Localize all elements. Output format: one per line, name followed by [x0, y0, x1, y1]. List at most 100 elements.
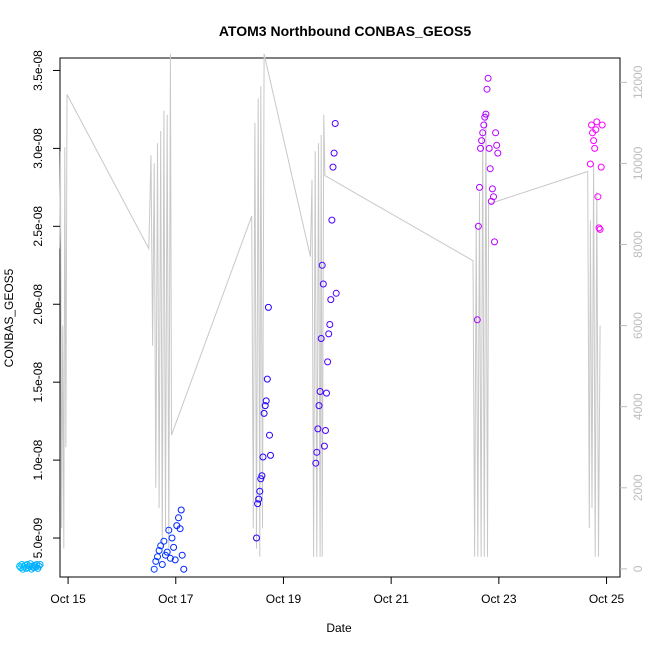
y-tick-label: 1.0e-08	[31, 439, 45, 480]
data-point	[178, 551, 186, 559]
data-point	[263, 375, 271, 383]
y2-tick-label: 10000	[631, 146, 645, 180]
y-tick-label: 2.5e-08	[31, 206, 45, 247]
data-point	[264, 303, 272, 311]
data-point	[170, 543, 178, 551]
x-tick-label: Oct 21	[373, 592, 409, 606]
data-point	[323, 389, 330, 397]
data-point	[253, 534, 260, 542]
data-point	[324, 358, 332, 366]
y-axis-left: 5.0e-09 1.0e-08 1.5e-08 2.0e-08 2.5e-08 3.0e-…	[31, 50, 60, 558]
y-tick-label: 1.5e-08	[31, 362, 45, 403]
data-point	[591, 144, 599, 152]
data-point	[493, 141, 501, 149]
x-tick-label: Oct 19	[266, 592, 302, 606]
data-point	[331, 120, 339, 127]
data-point	[155, 547, 163, 554]
x-axis: Oct 15 Oct 17 Oct 19 Oct 21 Oct 23 Oct 25	[50, 576, 625, 606]
data-point	[319, 280, 327, 288]
data-points-layer	[16, 74, 606, 573]
data-point	[329, 163, 337, 171]
data-point	[327, 296, 335, 304]
x-tick-label: Oct 15	[50, 592, 86, 606]
x-tick-label: Oct 23	[481, 592, 517, 606]
data-point	[474, 222, 482, 230]
data-point	[163, 548, 171, 556]
data-point	[485, 144, 493, 152]
data-point	[313, 448, 321, 456]
data-point	[592, 126, 600, 134]
point-series-4	[473, 74, 502, 324]
y-tick-label: 5.0e-09	[31, 517, 45, 558]
data-point	[322, 427, 329, 434]
data-point	[262, 397, 270, 405]
data-point	[36, 561, 44, 568]
point-series-1	[150, 506, 188, 573]
y-tick-label: 3.5e-08	[31, 50, 45, 91]
data-point	[257, 475, 265, 483]
data-point	[491, 238, 498, 246]
data-point	[175, 514, 182, 522]
x-tick-label: Oct 17	[158, 592, 194, 606]
data-point	[590, 137, 598, 145]
data-point	[177, 506, 185, 514]
data-point	[171, 556, 179, 564]
x-axis-label: Date	[326, 621, 352, 635]
y2-tick-label: 6000	[631, 312, 645, 339]
data-point	[154, 553, 161, 561]
data-point	[314, 425, 322, 433]
data-point	[480, 121, 488, 129]
y-tick-label: 2.0e-08	[31, 284, 45, 325]
data-point	[24, 564, 32, 572]
data-point	[488, 185, 496, 193]
data-point	[180, 565, 188, 573]
data-point	[473, 316, 481, 324]
data-point	[267, 451, 274, 459]
data-point	[486, 165, 494, 173]
data-point	[325, 330, 333, 338]
data-point	[492, 129, 500, 137]
data-point	[150, 565, 158, 573]
data-point	[330, 149, 338, 157]
data-point	[166, 554, 174, 562]
data-point	[483, 85, 491, 93]
data-point	[586, 160, 594, 168]
plot-frame	[59, 57, 621, 578]
data-point	[259, 453, 267, 461]
data-point	[478, 137, 486, 145]
data-point	[152, 557, 160, 565]
data-point	[158, 561, 166, 568]
data-point	[598, 121, 606, 129]
y-axis-label: CONBAS_GEOS5	[2, 268, 16, 367]
data-point	[33, 561, 41, 568]
data-point	[261, 402, 269, 410]
data-point	[315, 402, 323, 410]
y-axis-right: 0 2000 4000 6000 8000 10000 12000	[620, 65, 645, 572]
data-point	[332, 289, 340, 297]
data-point	[260, 409, 268, 417]
data-point	[479, 129, 487, 137]
data-point	[157, 542, 165, 550]
data-point	[596, 225, 604, 233]
data-point	[481, 113, 489, 121]
data-point	[266, 431, 273, 439]
data-point	[494, 149, 502, 157]
data-point	[318, 261, 326, 269]
data-point	[326, 321, 334, 328]
data-point	[255, 495, 263, 503]
y2-tick-label: 2000	[631, 474, 645, 501]
data-point	[482, 110, 490, 118]
point-series-0	[16, 560, 44, 573]
data-point	[594, 193, 602, 201]
data-point	[477, 144, 484, 152]
data-point	[256, 487, 264, 495]
data-point	[258, 472, 266, 480]
data-point	[176, 525, 184, 533]
data-point	[476, 183, 483, 191]
altitude-line	[59, 53, 601, 557]
data-point	[254, 500, 262, 508]
data-point	[588, 121, 595, 129]
data-point	[165, 526, 173, 534]
point-series-3	[312, 120, 340, 467]
